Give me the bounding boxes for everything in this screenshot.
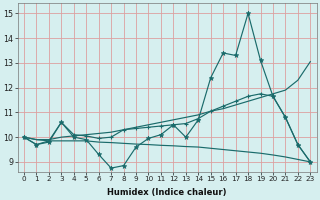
X-axis label: Humidex (Indice chaleur): Humidex (Indice chaleur) <box>108 188 227 197</box>
